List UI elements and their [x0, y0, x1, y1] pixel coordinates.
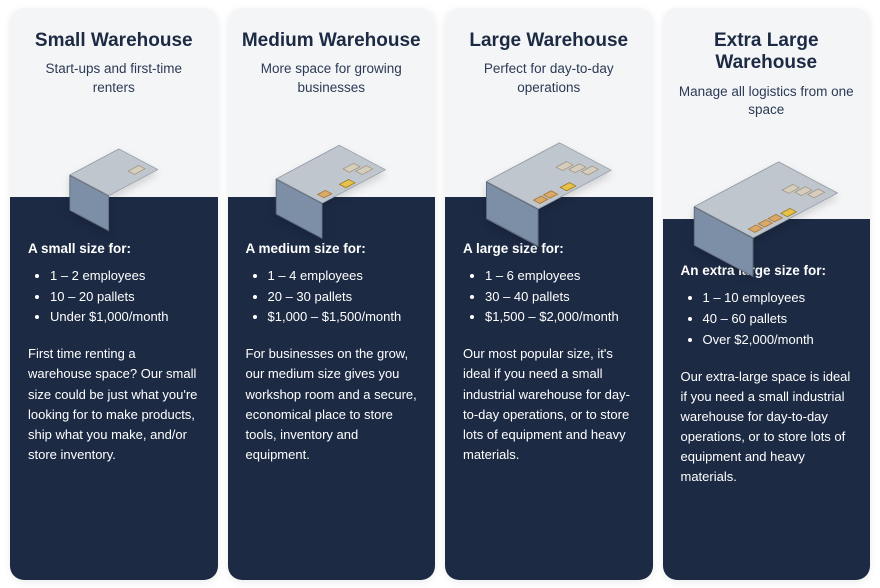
card-subtitle: Manage all logistics from one space — [677, 83, 857, 119]
card-subtitle: More space for growing businesses — [242, 60, 422, 96]
feature-item: Under $1,000/month — [50, 307, 200, 328]
card-header: Large Warehouse Perfect for day-to-day o… — [445, 8, 653, 197]
card-details: A small size for: 1 – 2 employees 10 – 2… — [10, 197, 218, 580]
card-title: Small Warehouse — [24, 30, 204, 52]
feature-item: $1,500 – $2,000/month — [485, 307, 635, 328]
feature-item: 1 – 10 employees — [703, 288, 853, 309]
warehouse-illustration — [24, 101, 204, 211]
feature-item: $1,000 – $1,500/month — [268, 307, 418, 328]
features-list: 1 – 6 employees 30 – 40 pallets $1,500 –… — [463, 266, 635, 328]
features-heading: A large size for: — [463, 241, 635, 256]
features-list: 1 – 4 employees 20 – 30 pallets $1,000 –… — [246, 266, 418, 328]
warehouse-illustration — [459, 101, 639, 211]
card-details: An extra large size for: 1 – 10 employee… — [663, 219, 871, 580]
card-subtitle: Perfect for day-to-day operations — [459, 60, 639, 96]
card-title: Large Warehouse — [459, 30, 639, 52]
warehouse-illustration — [242, 101, 422, 211]
card-description: For businesses on the grow, our medium s… — [246, 344, 418, 465]
feature-item: 30 – 40 pallets — [485, 287, 635, 308]
feature-item: Over $2,000/month — [703, 330, 853, 351]
card-header: Small Warehouse Start-ups and first-time… — [10, 8, 218, 197]
card-details: A large size for: 1 – 6 employees 30 – 4… — [445, 197, 653, 580]
card-subtitle: Start-ups and first-time renters — [24, 60, 204, 96]
feature-item: 10 – 20 pallets — [50, 287, 200, 308]
warehouse-card-extra-large: Extra Large Warehouse Manage all logisti… — [663, 8, 871, 580]
card-description: Our extra-large space is ideal if you ne… — [681, 367, 853, 488]
warehouse-card-medium: Medium Warehouse More space for growing … — [228, 8, 436, 580]
card-title: Extra Large Warehouse — [677, 30, 857, 75]
feature-item: 1 – 2 employees — [50, 266, 200, 287]
feature-item: 20 – 30 pallets — [268, 287, 418, 308]
warehouse-illustration — [677, 123, 857, 233]
features-list: 1 – 2 employees 10 – 20 pallets Under $1… — [28, 266, 200, 328]
feature-item: 1 – 4 employees — [268, 266, 418, 287]
features-heading: An extra large size for: — [681, 263, 853, 278]
features-heading: A small size for: — [28, 241, 200, 256]
features-heading: A medium size for: — [246, 241, 418, 256]
feature-item: 1 – 6 employees — [485, 266, 635, 287]
feature-item: 40 – 60 pallets — [703, 309, 853, 330]
card-details: A medium size for: 1 – 4 employees 20 – … — [228, 197, 436, 580]
card-description: Our most popular size, it's ideal if you… — [463, 344, 635, 465]
warehouse-card-small: Small Warehouse Start-ups and first-time… — [10, 8, 218, 580]
features-list: 1 – 10 employees 40 – 60 pallets Over $2… — [681, 288, 853, 350]
card-description: First time renting a warehouse space? Ou… — [28, 344, 200, 465]
card-header: Medium Warehouse More space for growing … — [228, 8, 436, 197]
card-header: Extra Large Warehouse Manage all logisti… — [663, 8, 871, 219]
card-title: Medium Warehouse — [242, 30, 422, 52]
warehouse-card-large: Large Warehouse Perfect for day-to-day o… — [445, 8, 653, 580]
